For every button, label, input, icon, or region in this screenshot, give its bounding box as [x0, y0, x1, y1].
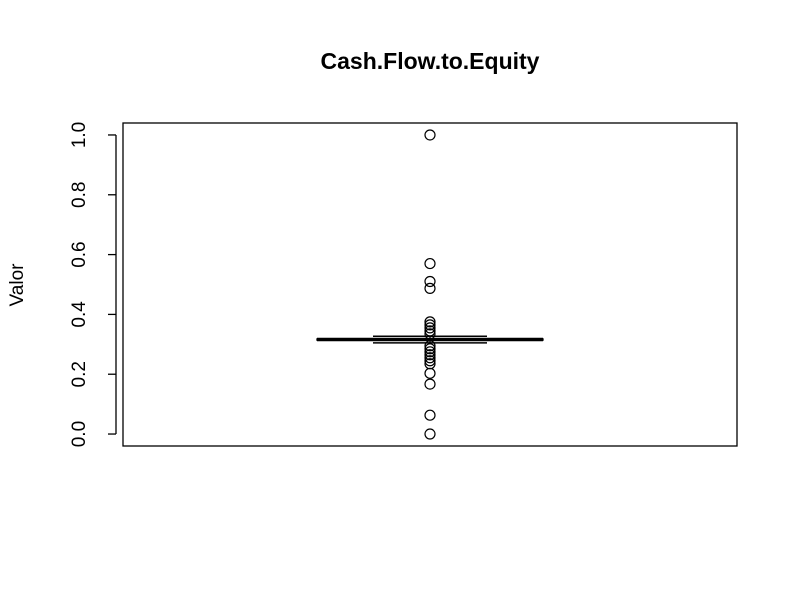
outlier	[424, 409, 436, 421]
outlier	[424, 355, 436, 367]
outlier	[424, 257, 436, 270]
chart-title: Cash.Flow.to.Equity	[321, 48, 540, 74]
outlier	[424, 340, 436, 352]
plot-frame	[122, 122, 738, 447]
outlier	[424, 367, 436, 379]
outlier	[424, 282, 436, 294]
y-tick-label: 1.0	[69, 122, 90, 148]
y-tick-label: 0.8	[69, 182, 90, 208]
y-tick-label: 0.2	[69, 361, 90, 387]
outlier	[424, 316, 436, 328]
outlier	[424, 319, 436, 331]
outlier	[424, 275, 436, 288]
outlier	[424, 325, 436, 337]
outlier	[424, 129, 436, 141]
outlier	[424, 428, 436, 440]
y-tick-label: 0.0	[69, 421, 90, 447]
y-tick-label: 0.6	[69, 241, 90, 267]
outlier	[424, 378, 436, 390]
y-tick-label: 0.4	[69, 301, 90, 328]
outlier	[424, 346, 436, 358]
outlier	[424, 349, 436, 361]
outlier	[424, 328, 436, 340]
outlier	[424, 343, 436, 355]
outlier	[424, 322, 436, 334]
outlier	[424, 352, 436, 364]
y-axis-label: Valor	[7, 263, 28, 307]
